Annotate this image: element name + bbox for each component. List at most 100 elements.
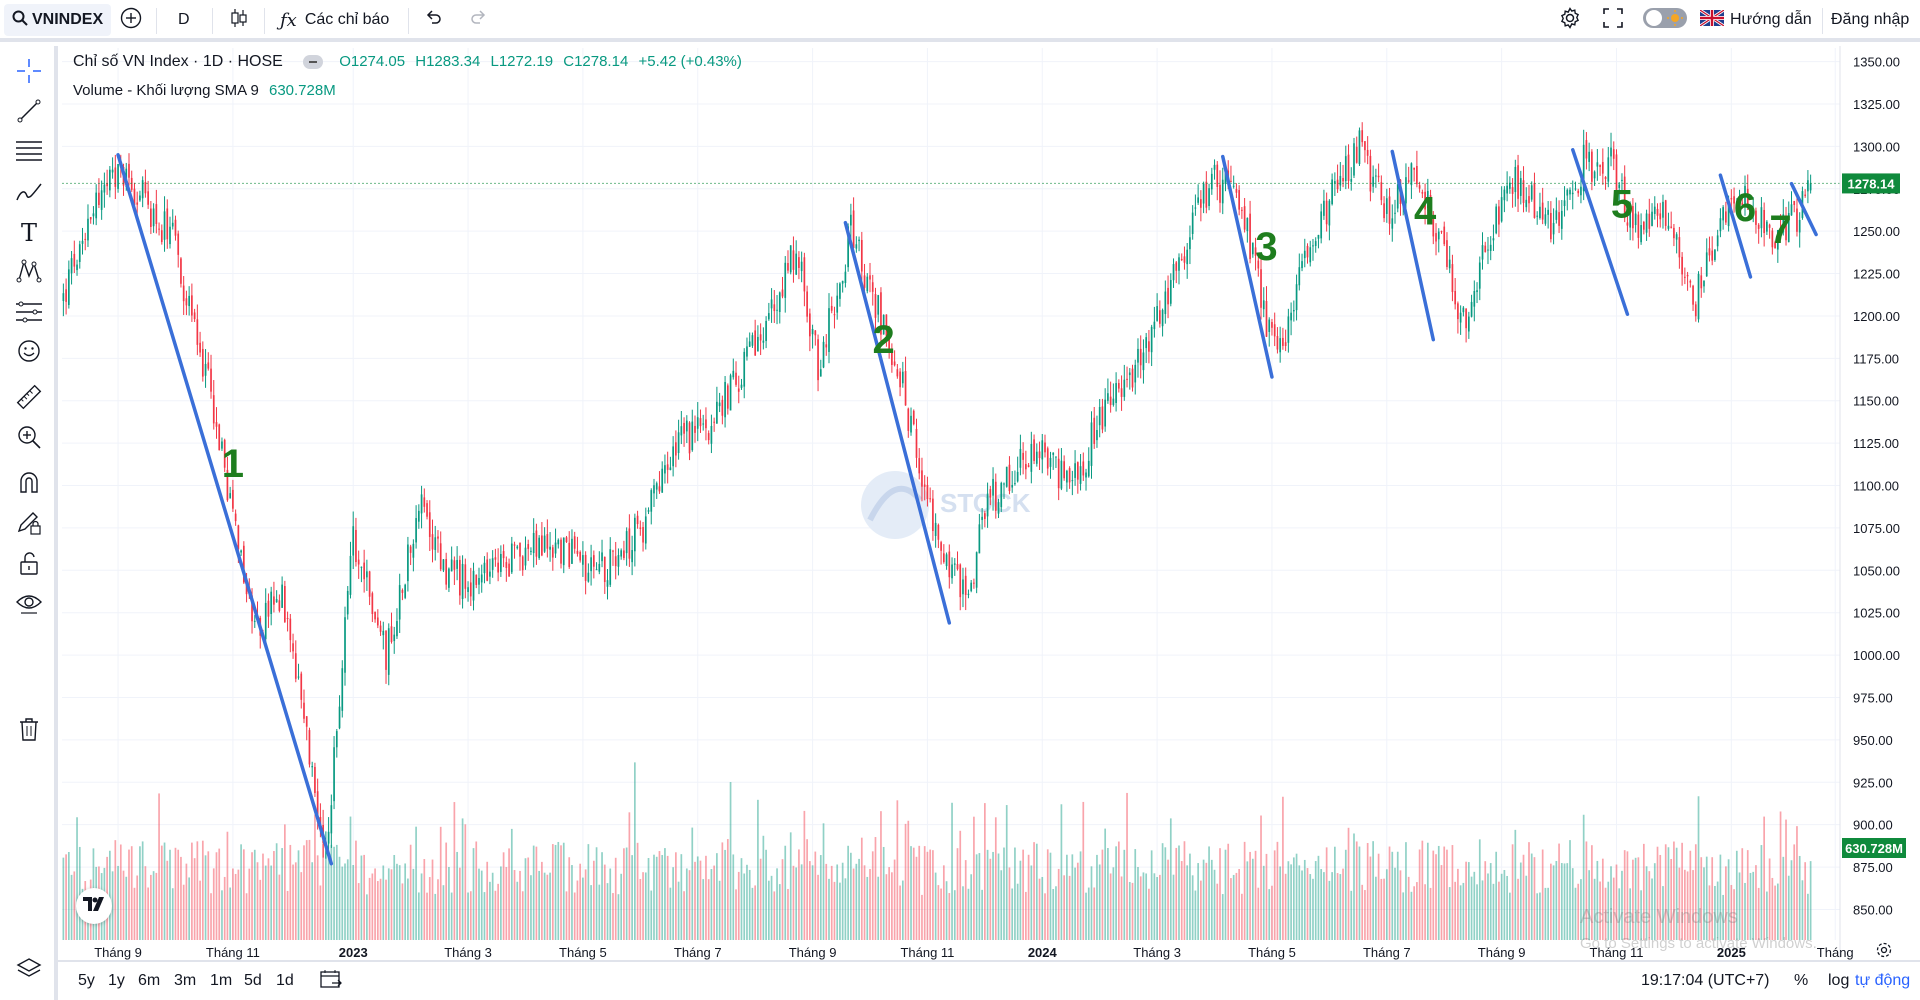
fullscreen-button[interactable]: [1602, 0, 1624, 40]
symbol-search-button[interactable]: VNINDEX: [4, 4, 112, 36]
settings-button[interactable]: [1558, 0, 1582, 40]
range-1d[interactable]: 1d: [276, 972, 294, 989]
volume-bar: [1744, 882, 1746, 940]
stay-drawing-tool[interactable]: [14, 510, 44, 540]
range-6m[interactable]: 6m: [138, 972, 161, 989]
volume-bar: [962, 886, 964, 940]
volume-bar: [141, 841, 144, 940]
percent-toggle[interactable]: %: [1794, 972, 1809, 989]
log-toggle[interactable]: log: [1828, 972, 1850, 989]
ruler-tool[interactable]: [14, 384, 44, 414]
volume-bar: [800, 864, 803, 940]
y-tick-label: 900.00: [1853, 818, 1893, 833]
emoji-tool[interactable]: [14, 338, 44, 368]
pattern-tool[interactable]: [14, 258, 44, 288]
candle-body: [571, 538, 573, 564]
guide-button[interactable]: Hướng dẫn: [1699, 0, 1812, 40]
volume-bar: [439, 826, 442, 940]
hide-drawings-tool[interactable]: [14, 590, 44, 620]
volume-bar: [494, 890, 497, 940]
tradingview-logo[interactable]: [76, 888, 112, 924]
candle-body: [685, 420, 688, 432]
volume-bar: [918, 845, 921, 940]
candle-body: [486, 559, 489, 581]
auto-scale-toggle[interactable]: tự động: [1855, 972, 1911, 989]
candle-body: [535, 530, 538, 557]
candle-body: [1776, 230, 1779, 250]
range-1m[interactable]: 1m: [210, 972, 233, 989]
axis-settings-button[interactable]: [1872, 940, 1896, 964]
volume-bar: [122, 870, 125, 940]
candle-body: [1025, 464, 1027, 470]
legend-collapse-button[interactable]: [303, 55, 324, 70]
candle-body: [1787, 213, 1790, 243]
x-tick-label: Tháng 5: [559, 945, 607, 960]
volume-bar: [759, 858, 762, 940]
candle-body: [1591, 151, 1593, 182]
indicators-button[interactable]: ƒx Các chỉ báo: [280, 0, 389, 40]
lock-drawings-tool[interactable]: [14, 550, 44, 580]
volume-bar: [1063, 875, 1065, 940]
candle-body: [989, 489, 992, 498]
add-symbol-button[interactable]: [120, 0, 142, 40]
candle-body: [1467, 316, 1470, 332]
chart-grid: [62, 48, 1840, 940]
redo-button[interactable]: [468, 0, 488, 40]
projection-tool[interactable]: [14, 298, 44, 328]
crosshair-tool[interactable]: [14, 58, 44, 88]
candle-body: [634, 517, 636, 552]
object-tree-button[interactable]: [14, 956, 44, 986]
remove-drawings-tool[interactable]: [14, 716, 44, 746]
interval-button[interactable]: D: [178, 0, 190, 40]
theme-toggle-icon: [1642, 6, 1688, 35]
volume-bar: [937, 885, 940, 940]
volume-bar: [1735, 850, 1738, 940]
volume-bar: [459, 867, 461, 940]
candle-body: [1246, 217, 1249, 232]
candle-body: [1145, 337, 1148, 349]
volume-bar: [1096, 854, 1098, 940]
candle-body: [500, 554, 502, 572]
volume-bar: [825, 863, 828, 940]
candle-body: [1716, 235, 1719, 247]
volume-bar: [417, 892, 420, 940]
login-button[interactable]: Đăng nhập: [1831, 0, 1909, 40]
range-5d[interactable]: 5d: [244, 972, 262, 989]
magnet-tool[interactable]: [14, 470, 44, 500]
volume-bar: [426, 892, 428, 940]
range-1y[interactable]: 1y: [108, 972, 125, 989]
theme-toggle[interactable]: [1642, 0, 1688, 40]
volume-bar: [1530, 853, 1533, 940]
chart-type-button[interactable]: [228, 0, 250, 40]
candle-body: [839, 283, 841, 299]
text-tool[interactable]: T: [14, 218, 44, 248]
candle-body: [1096, 430, 1098, 441]
volume-bar: [781, 859, 784, 940]
volume-bar: [1169, 818, 1172, 940]
trend-line-tool[interactable]: [14, 98, 44, 128]
volume-bar: [1251, 858, 1254, 940]
volume-bar: [1437, 845, 1440, 940]
undo-button[interactable]: [424, 0, 444, 40]
candle-body: [1314, 241, 1317, 246]
volume-bar: [196, 841, 199, 940]
volume-bar: [259, 879, 262, 940]
candle-body: [784, 262, 787, 298]
volume-bar: [363, 854, 365, 940]
range-3m[interactable]: 3m: [174, 972, 197, 989]
candle-body: [144, 182, 147, 194]
go-to-date-button[interactable]: [320, 962, 342, 1000]
volume-bar: [1566, 863, 1569, 940]
candle-body: [1156, 306, 1158, 321]
range-5y[interactable]: 5y: [78, 972, 95, 989]
zoom-tool[interactable]: [14, 424, 44, 454]
candle-body: [188, 295, 190, 307]
volume-bar: [1467, 862, 1470, 940]
volume-bar: [833, 881, 836, 940]
candle-body: [1700, 275, 1703, 289]
candle-body: [1793, 201, 1796, 206]
brush-tool[interactable]: [14, 178, 44, 208]
volume-bar: [1087, 887, 1090, 940]
fib-tool[interactable]: [14, 138, 44, 168]
